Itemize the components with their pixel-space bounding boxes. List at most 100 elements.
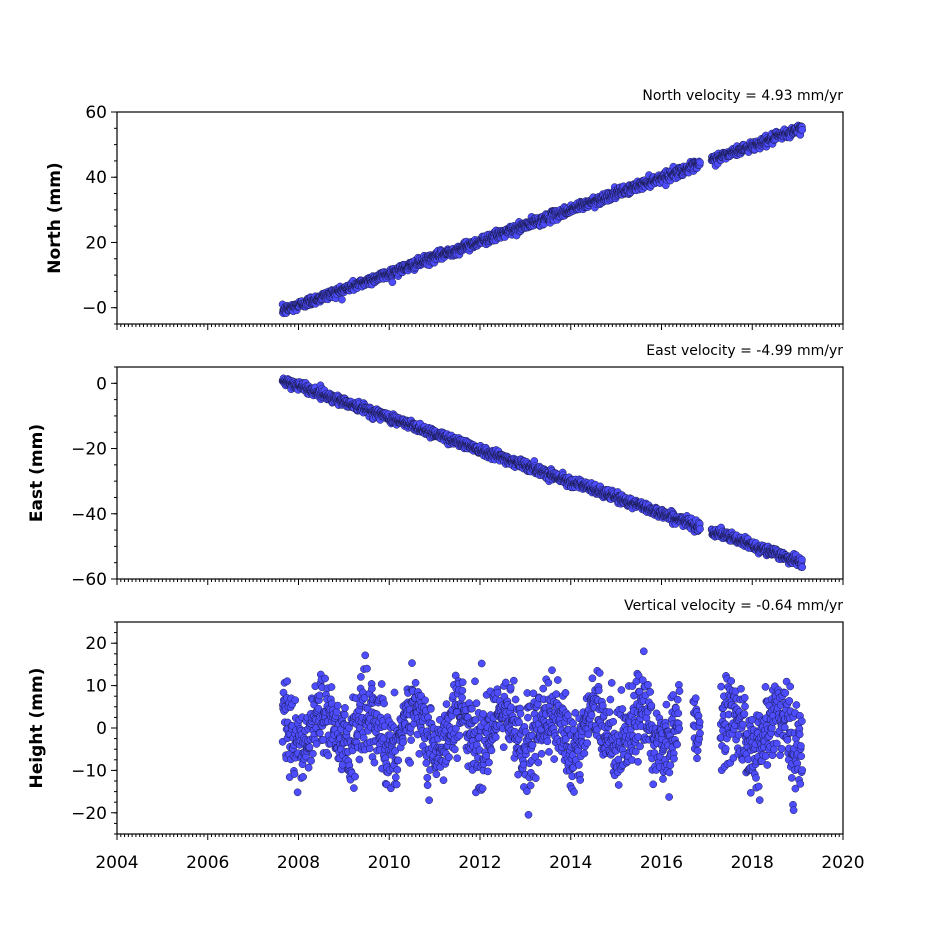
data-point bbox=[636, 742, 644, 751]
data-point bbox=[340, 710, 349, 719]
data-point bbox=[606, 695, 615, 704]
data-point bbox=[327, 683, 336, 691]
data-point bbox=[445, 753, 453, 762]
data-point bbox=[455, 731, 464, 740]
data-point bbox=[696, 525, 704, 533]
data-point bbox=[647, 701, 656, 710]
data-point bbox=[421, 696, 429, 705]
data-point bbox=[534, 758, 543, 767]
data-point bbox=[539, 684, 548, 693]
data-point bbox=[609, 717, 618, 726]
data-point bbox=[544, 678, 553, 687]
data-point bbox=[399, 738, 407, 747]
data-point bbox=[453, 754, 462, 763]
data-point bbox=[595, 669, 604, 677]
data-point bbox=[370, 758, 379, 767]
data-point bbox=[377, 680, 386, 688]
data-point bbox=[584, 730, 593, 739]
data-point bbox=[499, 743, 508, 752]
data-point bbox=[423, 773, 432, 782]
y-tick-label: 40 bbox=[85, 168, 107, 188]
y-tick-label: 20 bbox=[85, 233, 107, 253]
data-point bbox=[391, 773, 400, 782]
data-point bbox=[351, 772, 359, 781]
data-point bbox=[392, 780, 401, 789]
data-point bbox=[361, 651, 370, 660]
data-point bbox=[617, 686, 626, 694]
data-point bbox=[368, 684, 376, 693]
data-point bbox=[537, 749, 546, 758]
data-point bbox=[355, 755, 364, 764]
data-point bbox=[482, 751, 491, 760]
data-point bbox=[594, 686, 603, 695]
data-point bbox=[315, 691, 324, 700]
data-point bbox=[471, 716, 480, 724]
data-point bbox=[425, 796, 433, 805]
data-point bbox=[338, 295, 346, 304]
data-point bbox=[605, 708, 614, 716]
data-point bbox=[458, 678, 467, 687]
data-point bbox=[423, 781, 432, 790]
data-point bbox=[485, 758, 493, 767]
data-point bbox=[324, 751, 333, 760]
data-point bbox=[341, 704, 349, 712]
data-point bbox=[305, 743, 314, 752]
data-point bbox=[357, 673, 365, 681]
data-point bbox=[471, 677, 479, 686]
data-point bbox=[478, 784, 487, 793]
data-point bbox=[411, 678, 420, 687]
data-point bbox=[552, 690, 561, 698]
data-point bbox=[634, 757, 642, 766]
y-tick-label: 60 bbox=[85, 103, 107, 123]
data-point bbox=[406, 759, 414, 767]
data-point bbox=[583, 739, 592, 747]
data-point bbox=[526, 781, 535, 790]
data-point bbox=[614, 781, 623, 789]
data-point bbox=[408, 659, 416, 667]
data-point bbox=[644, 680, 652, 689]
data-point bbox=[472, 699, 481, 708]
data-point bbox=[432, 770, 441, 779]
data-point bbox=[649, 780, 658, 789]
data-point bbox=[506, 683, 515, 692]
data-point bbox=[509, 676, 518, 685]
data-point bbox=[569, 719, 577, 728]
north-panel-title: North velocity = 4.93 mm/yr bbox=[642, 88, 843, 104]
east-panel-title: East velocity = -4.99 mm/yr bbox=[646, 343, 843, 359]
data-point bbox=[587, 711, 596, 720]
data-point bbox=[304, 763, 313, 772]
data-point bbox=[380, 699, 388, 708]
data-point bbox=[363, 664, 371, 673]
data-point bbox=[390, 688, 399, 697]
data-point bbox=[570, 788, 578, 796]
data-point bbox=[422, 759, 431, 767]
data-point bbox=[588, 674, 597, 683]
data-point bbox=[798, 555, 806, 564]
data-point bbox=[548, 666, 556, 675]
data-point bbox=[798, 563, 807, 572]
data-point bbox=[531, 774, 540, 783]
y-tick-label: −60 bbox=[71, 570, 107, 590]
data-point bbox=[550, 755, 559, 763]
north-y-axis-label: North (mm) bbox=[45, 162, 65, 273]
data-point bbox=[427, 705, 435, 713]
data-point bbox=[493, 688, 502, 697]
data-point bbox=[511, 695, 520, 704]
data-point bbox=[394, 756, 403, 765]
data-point bbox=[309, 749, 317, 758]
data-point bbox=[291, 696, 300, 705]
data-point bbox=[543, 737, 552, 746]
data-point bbox=[639, 647, 648, 656]
data-point bbox=[575, 761, 583, 769]
y-tick-label: 0 bbox=[96, 374, 107, 394]
data-point bbox=[458, 693, 466, 702]
data-point bbox=[450, 745, 459, 754]
data-point bbox=[407, 736, 415, 744]
data-point bbox=[393, 765, 402, 774]
data-point bbox=[333, 701, 342, 710]
data-point bbox=[607, 679, 616, 687]
data-point bbox=[442, 700, 451, 708]
data-point bbox=[524, 713, 532, 722]
data-point bbox=[299, 773, 307, 781]
